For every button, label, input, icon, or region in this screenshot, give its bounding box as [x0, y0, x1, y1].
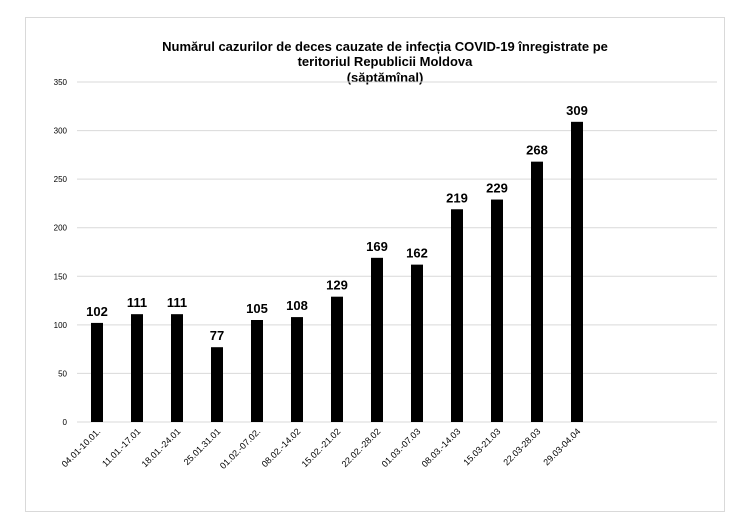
x-tick-label: 15.02.-21.02: [300, 426, 343, 469]
data-label: 219: [446, 190, 468, 205]
y-tick-label: 350: [54, 78, 68, 87]
chart-title: Numărul cazurilor de deces cauzate de in…: [162, 39, 608, 85]
x-tick-label: 22.03-28.03: [501, 426, 542, 467]
data-label: 169: [366, 239, 388, 254]
bar: [91, 322, 103, 422]
bar: [451, 209, 463, 422]
data-label: 105: [246, 301, 268, 316]
data-label: 108: [286, 298, 308, 313]
y-axis-ticks: 0 50 100 150 200 250 300 350: [54, 78, 68, 427]
gridlines: [77, 81, 717, 423]
x-tick-label: 04.01-10.01.: [60, 426, 103, 469]
bar: [291, 317, 303, 422]
title-line-2: teritoriul Republicii Moldova: [298, 54, 474, 69]
x-tick-label: 08.02.-14.02: [260, 426, 303, 469]
bar: [211, 347, 223, 422]
y-tick-label: 0: [63, 418, 68, 427]
y-tick-label: 50: [58, 369, 67, 378]
bar: [171, 314, 183, 422]
data-label: 111: [127, 295, 147, 310]
x-tick-label: 29.03-04.04: [541, 426, 582, 467]
x-tick-label: 11.01.-17.01: [100, 426, 142, 468]
bar: [131, 314, 143, 422]
data-label: 268: [526, 143, 548, 158]
bar: [411, 264, 423, 422]
y-tick-label: 300: [54, 127, 68, 136]
data-label: 102: [86, 304, 108, 319]
bar: [371, 257, 383, 422]
data-label: 129: [326, 278, 348, 293]
bar: [251, 320, 263, 422]
x-tick-label: 01.03.-07.03: [380, 426, 423, 469]
title-line-3: (săptămînal): [347, 70, 424, 85]
x-tick-label: 18.01.-24.01: [140, 426, 183, 469]
data-labels: 102 111 111 77 105 108 129 169 162 219 229 268 309: [86, 103, 588, 343]
x-tick-label: 25.01.31.01: [182, 426, 223, 467]
y-tick-label: 200: [54, 224, 68, 233]
y-tick-label: 250: [54, 175, 68, 184]
bars: [91, 121, 583, 422]
data-label: 162: [406, 246, 428, 261]
data-label: 309: [566, 103, 588, 118]
data-label: 77: [210, 328, 224, 343]
x-tick-label: 01.02.-07.02.: [218, 426, 263, 471]
data-label: 229: [486, 181, 508, 196]
data-label: 111: [167, 295, 187, 310]
bar: [571, 121, 583, 422]
y-tick-label: 100: [54, 321, 68, 330]
x-tick-label: 15.03-21.03: [461, 426, 502, 467]
bar: [331, 296, 343, 422]
x-tick-label: 08.03.-14.03: [420, 426, 463, 469]
x-tick-label: 22.02.-28.02: [340, 426, 383, 469]
bar: [531, 161, 543, 422]
y-tick-label: 150: [54, 272, 68, 281]
bar: [491, 199, 503, 422]
title-line-1: Numărul cazurilor de deces cauzate de in…: [162, 39, 608, 54]
